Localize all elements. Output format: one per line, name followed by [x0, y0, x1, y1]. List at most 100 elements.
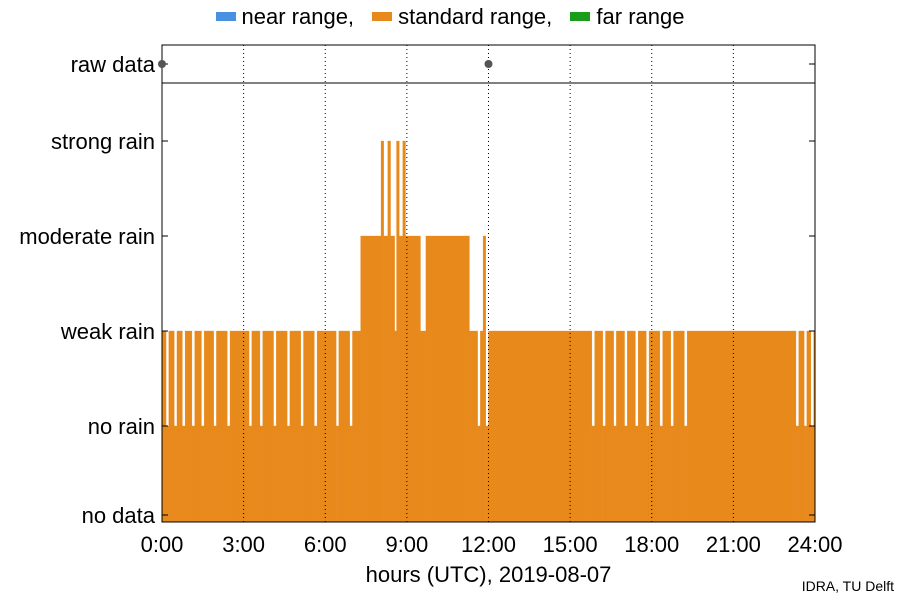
bar-segment [684, 425, 688, 523]
bar-segment [670, 425, 674, 523]
raw-data-point [158, 60, 166, 68]
bar-segment [396, 140, 400, 523]
bar-segment [594, 330, 603, 523]
bar-segment [798, 330, 805, 523]
x-tick-label: 21:00 [706, 532, 761, 557]
y-tick-label: no data [82, 503, 156, 528]
bar-segment [624, 425, 628, 523]
bar-segment [229, 330, 250, 523]
legend-label-far-range: far range [596, 4, 685, 29]
x-tick-label: 0:00 [141, 532, 184, 557]
bar-segment [387, 140, 391, 523]
bar-segment [635, 425, 639, 523]
bar-segment [338, 330, 350, 523]
bar-segment [399, 235, 403, 523]
bar-segment [201, 425, 205, 523]
legend-item-near-range: near range, [215, 4, 355, 30]
bar-segment [390, 235, 395, 523]
y-tick-label: weak rain [60, 319, 155, 344]
raw-data-point [484, 60, 493, 68]
bar-segment [251, 330, 261, 523]
bar-segment [349, 425, 353, 523]
bar-segment [165, 425, 169, 523]
bar-segment [380, 140, 384, 523]
bar-segment [405, 235, 421, 523]
legend-item-standard-range: standard range, [372, 4, 552, 30]
bar-segment [360, 235, 382, 523]
plot-frame [161, 44, 816, 523]
legend-item-far-range: far range [570, 4, 684, 30]
bar-segment [402, 140, 406, 523]
bar-segment [352, 330, 361, 523]
bar-segment [602, 425, 606, 523]
bar-segment [425, 235, 470, 523]
legend-label-standard-range: standard range, [398, 4, 553, 29]
bar-segment [184, 330, 193, 523]
bar-segment [477, 425, 481, 523]
raw-data-label: raw data [71, 52, 156, 77]
bar-segment [248, 425, 252, 523]
bar-segment [303, 330, 315, 523]
bar-segment [289, 330, 301, 523]
bar-segment [168, 330, 175, 523]
bar-segment [287, 425, 291, 523]
x-tick-label: 12:00 [461, 532, 516, 557]
bar-segment [216, 330, 228, 523]
legend-swatch-far-range [570, 11, 591, 21]
credit-text: IDRA, TU Delft [801, 578, 894, 594]
bar-segment [646, 425, 650, 523]
x-axis-label: hours (UTC), 2019-08-07 [366, 562, 612, 587]
bar-segment [803, 425, 807, 523]
x-tick-label: 6:00 [304, 532, 347, 557]
bar-segment [488, 330, 593, 523]
chart-legend: near range, standard range, far range [0, 4, 900, 30]
bar-segment [637, 330, 647, 523]
y-tick-label: moderate rain [19, 224, 155, 249]
bar-segment [176, 330, 183, 523]
bar-segment [480, 330, 484, 523]
bar-segment [605, 330, 614, 523]
bar-segment [194, 330, 202, 523]
x-tick-label: 18:00 [624, 532, 679, 557]
bar-segment [227, 425, 231, 523]
bar-segment [420, 330, 427, 523]
bar-segment [259, 425, 263, 523]
bar-segment [191, 425, 195, 523]
bar-segment [314, 425, 318, 523]
bar-segment [686, 330, 797, 523]
x-tick-label: 24:00 [787, 532, 842, 557]
bar-segment [316, 330, 337, 523]
bar-segment [673, 330, 685, 523]
bar-segment [810, 425, 814, 523]
legend-swatch-near-range [215, 11, 236, 21]
bar-segment [659, 425, 663, 523]
x-tick-label: 9:00 [385, 532, 428, 557]
legend-swatch-standard-range [372, 11, 393, 21]
bar-segment [300, 425, 304, 523]
bar-segment [469, 330, 478, 523]
bar-segment [627, 330, 636, 523]
bar-segment [613, 425, 617, 523]
bar-segment [213, 425, 217, 523]
bar-segment [485, 425, 489, 523]
legend-label-near-range: near range, [241, 4, 355, 29]
bar-segment [394, 330, 397, 523]
bar-segment [182, 425, 186, 523]
bar-segment [273, 425, 277, 523]
bar-segment [795, 425, 799, 523]
x-tick-label: 15:00 [543, 532, 598, 557]
bar-segment [335, 425, 340, 523]
y-tick-label: no rain [88, 414, 155, 439]
bar-segment [648, 330, 661, 523]
bar-segment [662, 330, 671, 523]
bar-segment [383, 235, 388, 523]
bar-segment [616, 330, 625, 523]
bar-segment [276, 330, 288, 523]
y-tick-label: strong rain [51, 129, 155, 154]
bar-segment [174, 425, 178, 523]
bar-segment [591, 425, 595, 523]
bar-segment [262, 330, 274, 523]
bar-segment [482, 235, 486, 523]
bar-segment [204, 330, 214, 523]
